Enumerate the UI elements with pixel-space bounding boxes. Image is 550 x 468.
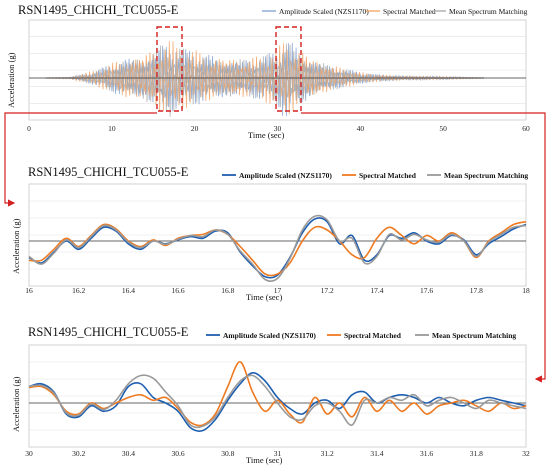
connector-arrow-to-panel-3	[301, 112, 546, 383]
chart-panel-1: RSN1495_CHICHI_TCU055-E Amplitude Scaled…	[6, 3, 530, 140]
x-tick-label: 31.4	[370, 449, 383, 458]
x-tick-label: 60	[522, 124, 530, 133]
x-tick-label: 40	[357, 124, 365, 133]
legend-1-spectral: Spectral Matched	[383, 7, 436, 16]
chart-3-grid	[29, 361, 526, 431]
x-tick-label: 17.2	[321, 286, 334, 295]
chart-panel-3: RSN1495_CHICHI_TCU055-E Amplitude Scaled…	[11, 325, 530, 465]
x-tick-label: 16.6	[172, 286, 185, 295]
x-tick-label: 31.2	[321, 449, 334, 458]
chart-2-x-ticks: 16 16.2 16.4 16.6 16.8 17 17.2 17.4 17.6 17.8 18	[25, 286, 530, 295]
legend-3-amplitude: Amplitude Scaled (NZS1170)	[223, 331, 316, 340]
chart-1-xlabel: Time (sec)	[248, 130, 284, 140]
legend-1-mean: Mean Spectrum Matching	[449, 7, 528, 16]
legend-2-amplitude: Amplitude Scaled (NZS1170)	[239, 171, 332, 180]
x-tick-label: 17.6	[420, 286, 433, 295]
chart-3-legend: Amplitude Scaled (NZS1170) Spectral Matc…	[206, 331, 516, 340]
x-tick-label: 30.6	[172, 449, 185, 458]
x-tick-label: 17.4	[370, 286, 383, 295]
chart-1-legend: Amplitude Scaled (NZS1170) Spectral Matc…	[262, 7, 528, 16]
chart-3-title: RSN1495_CHICHI_TCU055-E	[28, 325, 189, 339]
series-line-2	[45, 43, 484, 117]
connector-arrow-to-panel-2	[4, 112, 157, 207]
chart-1-x-ticks: 0 10 20 30 40 50 60	[27, 124, 530, 133]
chart-2-title: RSN1495_CHICHI_TCU055-E	[28, 165, 189, 179]
chart-1-waveforms	[45, 41, 485, 117]
x-tick-label: 31.6	[420, 449, 433, 458]
x-tick-label: 32	[522, 449, 530, 458]
x-tick-label: 16.4	[122, 286, 135, 295]
x-tick-label: 16	[25, 286, 33, 295]
x-tick-label: 31.8	[470, 449, 483, 458]
series-line-2	[28, 374, 527, 429]
chart-3-x-ticks: 30 30.2 30.4 30.6 30.8 31 31.2 31.4 31.6 31.8 32	[25, 449, 530, 458]
chart-2-xlabel: Time (sec)	[246, 292, 282, 302]
x-tick-label: 50	[439, 124, 447, 133]
x-tick-label: 30.4	[122, 449, 135, 458]
series-line-1	[28, 361, 527, 427]
x-tick-label: 20	[191, 124, 199, 133]
legend-3-spectral: Spectral Matched	[344, 331, 402, 340]
x-tick-label: 17.8	[470, 286, 483, 295]
legend-2-mean: Mean Spectrum Matching	[444, 171, 528, 180]
highlight-window-16-18	[156, 26, 183, 112]
x-tick-label: 16.8	[221, 286, 234, 295]
x-tick-label: 18	[522, 286, 530, 295]
x-tick-label: 30.8	[221, 449, 234, 458]
chart-2-ylabel: Acceleration (g)	[11, 218, 21, 274]
x-tick-label: 17	[274, 286, 282, 295]
x-tick-label: 16.2	[72, 286, 85, 295]
x-tick-label: 30	[274, 124, 282, 133]
series-line-1	[28, 221, 527, 277]
highlight-window-30-32	[275, 26, 302, 112]
chart-3-series	[28, 361, 527, 432]
legend-2-spectral: Spectral Matched	[359, 171, 417, 180]
chart-3-xlabel: Time (sec)	[246, 455, 282, 465]
chart-2-series	[28, 214, 527, 282]
legend-1-amplitude: Amplitude Scaled (NZS1170)	[279, 7, 369, 16]
x-tick-label: 30.2	[72, 449, 85, 458]
x-tick-label: 0	[27, 124, 31, 133]
chart-3-ylabel: Acceleration (g)	[11, 376, 21, 432]
x-tick-label: 31	[274, 449, 282, 458]
chart-1-title: RSN1495_CHICHI_TCU055-E	[18, 3, 179, 17]
chart-2-legend: Amplitude Scaled (NZS1170) Spectral Matc…	[222, 171, 528, 180]
x-tick-label: 10	[108, 124, 116, 133]
chart-panel-2: RSN1495_CHICHI_TCU055-E Amplitude Scaled…	[11, 165, 530, 302]
series-line-0	[28, 217, 527, 279]
legend-3-mean: Mean Spectrum Matching	[432, 331, 516, 340]
series-line-2	[28, 214, 527, 282]
series-line-1	[45, 41, 485, 115]
chart-1-grid	[29, 36, 526, 104]
x-tick-label: 30	[25, 449, 33, 458]
chart-1-ylabel: Acceleration (g)	[6, 52, 16, 108]
chart-2-grid	[29, 200, 526, 270]
